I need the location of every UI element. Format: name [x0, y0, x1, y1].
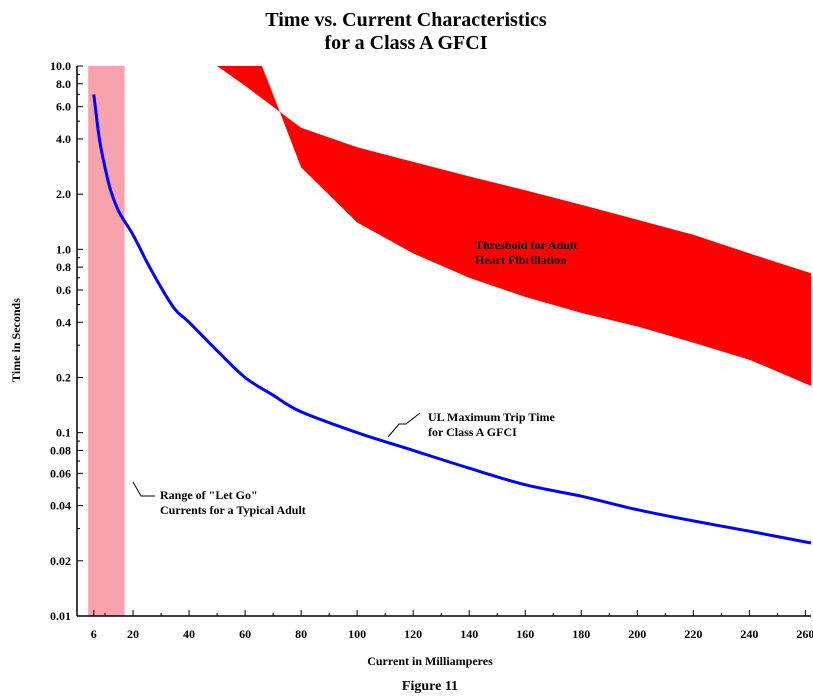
y-tick-label: 1.0	[56, 242, 71, 256]
axes: 10.0 8.0 6.0 4.0 2.0 1.0 0.8 0.6 0.4 0.2 0.1 0.08 0.…	[50, 59, 813, 641]
y-axis-title: Time in Seconds	[9, 298, 23, 382]
x-tick-label: 220	[684, 627, 702, 641]
y-tick-label: 6.0	[56, 100, 71, 114]
x-tick-label: 20	[127, 627, 139, 641]
y-tick-label: 0.06	[50, 466, 71, 480]
x-tick-label: 200	[628, 627, 646, 641]
x-tick-label: 60	[239, 627, 251, 641]
x-tick-label: 180	[572, 627, 590, 641]
y-tick-label: 0.1	[56, 426, 71, 440]
plot-series	[92, 94, 812, 545]
ul-leader-line	[387, 412, 421, 438]
chart-title-line: Time vs. Current Characteristics	[265, 9, 547, 31]
ul-trip-time-label: for Class A GFCI	[428, 425, 517, 439]
y-tick-label: 0.08	[50, 443, 71, 457]
fibrillation-label: Threshold for Adult	[475, 238, 577, 252]
y-tick-label: 10.0	[50, 59, 71, 73]
x-tick-label: 40	[183, 627, 195, 641]
y-tick-label: 0.2	[56, 370, 71, 384]
let-go-range-band	[88, 66, 125, 616]
y-tick-label: 8.0	[56, 77, 71, 91]
y-tick-label: 4.0	[56, 132, 71, 146]
ul-trip-time-curve	[92, 94, 812, 545]
ul-trip-time-label: UL Maximum Trip Time	[428, 410, 555, 424]
x-tick-label: 120	[404, 627, 422, 641]
x-tick-label: 240	[740, 627, 758, 641]
let-go-label: Range of "Let Go"	[160, 488, 258, 502]
x-tick-label: 260	[796, 627, 813, 641]
x-tick-label: 100	[348, 627, 366, 641]
figure-caption: Figure 11	[402, 679, 458, 694]
x-tick-label: 160	[516, 627, 534, 641]
y-tick-label: 0.8	[56, 260, 71, 274]
fibrillation-label: Heart Fibrillation	[475, 253, 567, 267]
chart-title-line: for a Class A GFCI	[325, 32, 488, 54]
fibrillation-threshold-band	[217, 66, 812, 386]
y-tick-label: 0.01	[50, 609, 71, 623]
y-tick-label: 0.4	[56, 315, 71, 329]
y-tick-label: 2.0	[56, 187, 71, 201]
y-tick-label: 0.6	[56, 283, 71, 297]
let-go-leader-line	[132, 481, 155, 497]
y-tick-label: 0.04	[50, 499, 71, 513]
y-tick-label: 0.02	[50, 554, 71, 568]
x-tick-label: 6	[91, 627, 97, 641]
let-go-label: Currents for a Typical Adult	[160, 503, 306, 517]
x-tick-label: 80	[295, 627, 307, 641]
plot-regions	[88, 66, 812, 616]
x-axis-title: Current in Milliamperes	[367, 654, 493, 668]
x-tick-label: 140	[460, 627, 478, 641]
